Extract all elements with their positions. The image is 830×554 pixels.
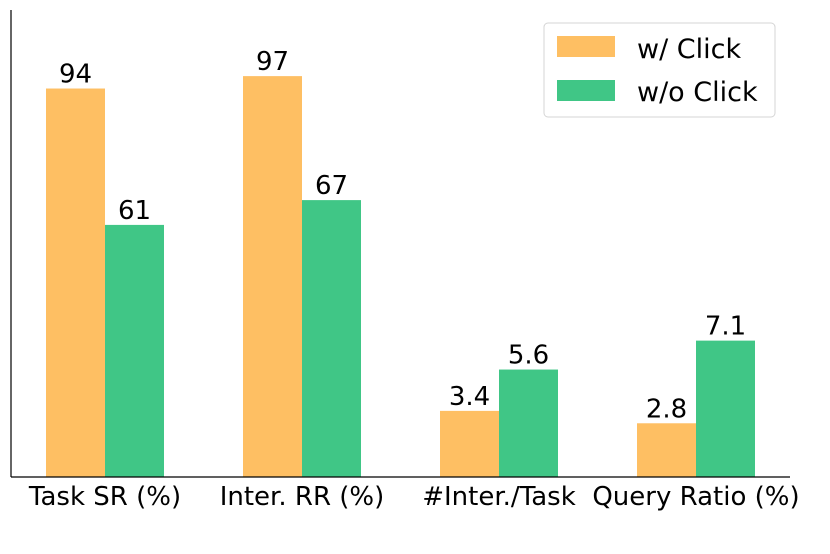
x-tick-label-query-ratio: Query Ratio (%) xyxy=(592,482,799,512)
bar-w-o-click-inter-task xyxy=(499,369,558,477)
bar-w-click-task-sr xyxy=(46,88,105,477)
bar-w-click-query-ratio xyxy=(637,423,696,477)
legend-swatch-w-click xyxy=(557,36,615,57)
bar-w-o-click-task-sr xyxy=(105,224,164,477)
legend-swatch-wo-click xyxy=(557,80,615,101)
bars-group xyxy=(46,76,755,477)
x-tick-label-task-sr: Task SR (%) xyxy=(28,482,181,512)
data-label-w-click-query-ratio: 2.8 xyxy=(646,394,687,424)
x-tick-label-inter-task: #Inter./Task xyxy=(422,482,576,512)
data-labels-group: 94 61 97 67 3.4 5.6 2.8 7.1 xyxy=(59,47,746,424)
legend-label-w-click: w/ Click xyxy=(637,34,741,65)
data-label-w-o-click-inter-rr: 67 xyxy=(315,171,348,201)
data-label-w-o-click-inter-task: 5.6 xyxy=(508,341,549,371)
legend: w/ Click w/o Click xyxy=(543,22,776,118)
x-tick-label-inter-rr: Inter. RR (%) xyxy=(220,482,385,512)
data-label-w-o-click-query-ratio: 7.1 xyxy=(705,312,746,342)
x-tick-labels-group: Task SR (%) Inter. RR (%) #Inter./Task Quer… xyxy=(28,482,800,512)
bar-w-click-inter-task xyxy=(440,410,499,477)
bar-w-o-click-inter-rr xyxy=(302,200,361,477)
data-label-w-o-click-task-sr: 61 xyxy=(118,196,151,226)
legend-label-wo-click: w/o Click xyxy=(637,77,758,108)
bar-w-o-click-query-ratio xyxy=(696,340,755,477)
bar-w-click-inter-rr xyxy=(243,76,302,477)
data-label-w-click-inter-rr: 97 xyxy=(256,47,289,77)
data-label-w-click-inter-task: 3.4 xyxy=(449,382,490,412)
data-label-w-click-task-sr: 94 xyxy=(59,60,92,90)
